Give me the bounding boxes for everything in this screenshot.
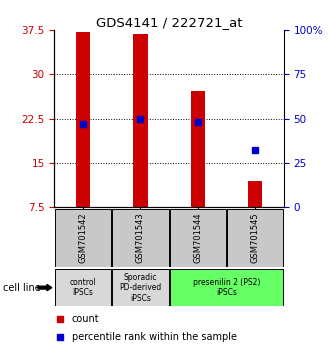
Text: Sporadic
PD-derived
iPSCs: Sporadic PD-derived iPSCs bbox=[119, 273, 162, 303]
Text: count: count bbox=[72, 314, 99, 324]
Bar bbox=[227, 209, 283, 267]
Title: GDS4141 / 222721_at: GDS4141 / 222721_at bbox=[96, 16, 242, 29]
Text: percentile rank within the sample: percentile rank within the sample bbox=[72, 332, 237, 342]
Text: GSM701543: GSM701543 bbox=[136, 213, 145, 263]
Bar bbox=[76, 32, 90, 207]
Text: GSM701545: GSM701545 bbox=[250, 213, 260, 263]
Text: control
IPSCs: control IPSCs bbox=[70, 278, 96, 297]
Bar bbox=[133, 34, 148, 207]
Bar bbox=[55, 209, 111, 267]
Text: GSM701544: GSM701544 bbox=[193, 213, 202, 263]
Bar bbox=[191, 91, 205, 207]
Bar bbox=[248, 181, 262, 207]
Bar bbox=[170, 209, 226, 267]
Bar bbox=[170, 269, 283, 306]
Text: GSM701542: GSM701542 bbox=[79, 213, 88, 263]
Bar bbox=[112, 209, 169, 267]
Text: cell line: cell line bbox=[3, 282, 41, 293]
Bar bbox=[112, 269, 169, 306]
Text: presenilin 2 (PS2)
iPSCs: presenilin 2 (PS2) iPSCs bbox=[193, 278, 260, 297]
Bar bbox=[55, 269, 111, 306]
